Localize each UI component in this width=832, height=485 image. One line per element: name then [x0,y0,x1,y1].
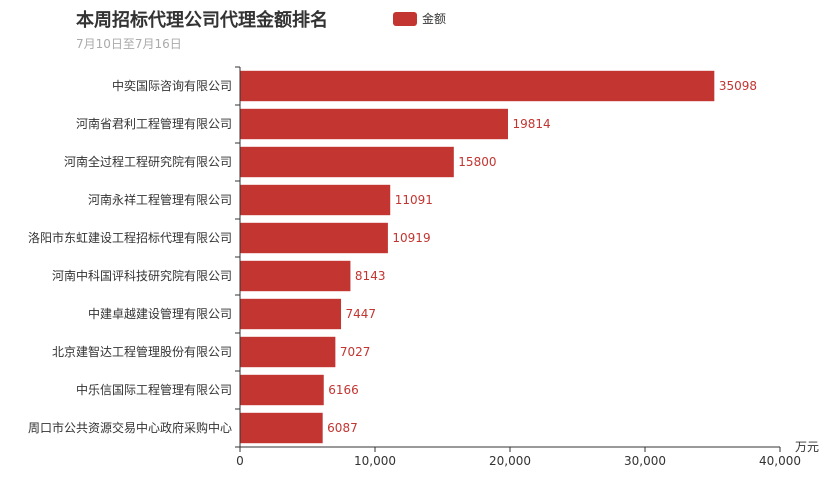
x-axis-title: 万元 [795,440,819,454]
bar [240,336,336,368]
bar [240,184,391,216]
data-label: 8143 [355,269,386,283]
category-label: 中乐信国际工程管理有限公司 [76,382,232,397]
data-label: 7027 [340,345,371,359]
category-label: 河南永祥工程管理有限公司 [88,192,232,207]
category-label: 洛阳市东虹建设工程招标代理有限公司 [28,230,232,245]
bar [240,374,324,406]
category-label: 中建卓越建设管理有限公司 [88,306,232,321]
bar [240,298,342,330]
x-tick-label: 10,000 [354,454,396,468]
data-label: 7447 [346,307,377,321]
category-label: 河南全过程工程研究院有限公司 [64,154,232,169]
legend-label: 金额 [422,12,447,26]
chart-title: 本周招标代理公司代理金额排名 [76,10,328,31]
category-label: 河南中科国评科技研究院有限公司 [52,268,232,283]
bar [240,146,454,178]
category-label: 中奕国际咨询有限公司 [112,78,232,93]
x-tick-label: 40,000 [759,454,801,468]
x-tick-label: 30,000 [624,454,666,468]
data-label: 10919 [392,231,430,245]
data-label: 15800 [458,155,496,169]
data-label: 19814 [512,117,550,131]
legend-swatch [393,11,417,26]
category-label: 周口市公共资源交易中心政府采购中心 [28,420,232,435]
x-tick-label: 0 [236,454,244,468]
bar [240,260,351,292]
category-label: 河南省君利工程管理有限公司 [76,116,232,131]
x-tick-label: 20,000 [489,454,531,468]
data-label: 6166 [328,383,359,397]
chart-subtitle: 7月10日至7月16日 [76,37,182,51]
legend[interactable]: 金额 [393,10,446,27]
data-label: 35098 [719,79,757,93]
bar [240,108,508,140]
category-label: 北京建智达工程管理股份有限公司 [52,344,232,359]
data-label: 6087 [327,421,358,435]
bar [240,70,715,102]
data-label: 11091 [395,193,433,207]
bar [240,222,388,254]
bar [240,412,323,444]
